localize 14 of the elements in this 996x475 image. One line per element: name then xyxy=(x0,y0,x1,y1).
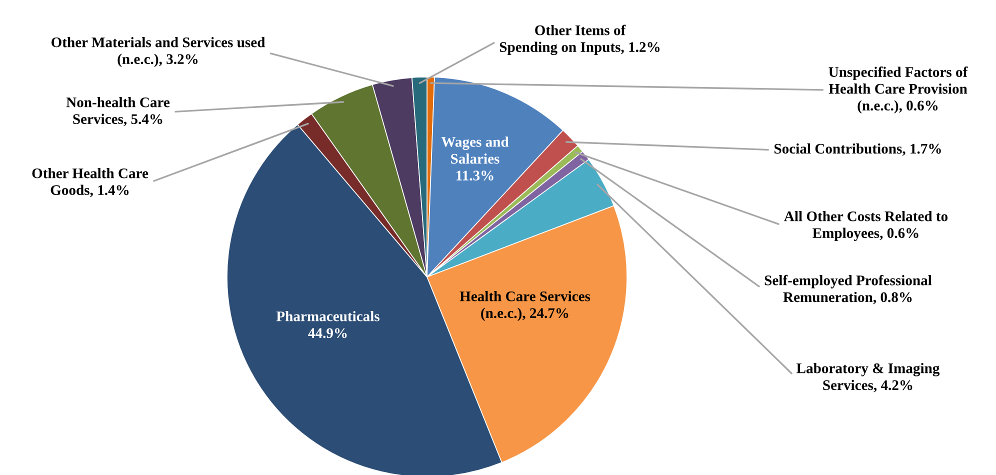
slice-label: Other Items of Spending on Inputs, 1.2% xyxy=(500,24,660,56)
slice-label: All Other Costs Related to Employees, 0.6% xyxy=(784,210,948,242)
slice-label: Non-health Care Services, 5.4% xyxy=(66,97,170,126)
slice-label: Pharmaceuticals xyxy=(276,311,380,322)
slice-label: Other Health Care Goods, 1.4% xyxy=(32,168,148,198)
data-label: 44.9% xyxy=(308,328,347,338)
slice-label: Self-employed Professional Remuneration, 0.8% xyxy=(764,274,932,304)
slice-label: Social Contributions, 1.7% xyxy=(774,143,941,156)
slice-label: Health Care Services (n.e.c.), 24.7% xyxy=(460,291,590,321)
slice-label: Unspecified Factors of Health Care Provision (n.e.c.), 0.6% xyxy=(828,66,968,114)
slice-label: Wages and Salaries xyxy=(441,136,509,164)
slice-label: Other Materials and Services used (n.e.c.), 3.2% xyxy=(52,37,266,67)
slice-label: Laboratory & Imaging Services, 4.2% xyxy=(796,362,940,392)
data-label: 11.3% xyxy=(456,170,494,181)
